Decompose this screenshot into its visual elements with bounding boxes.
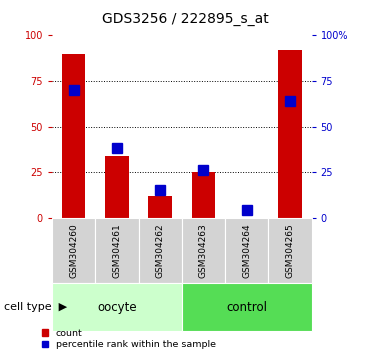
- Bar: [148, 196, 172, 218]
- Text: control: control: [226, 301, 267, 314]
- Text: GSM304262: GSM304262: [156, 223, 165, 278]
- Text: GSM304265: GSM304265: [286, 223, 295, 278]
- Text: GSM304264: GSM304264: [242, 223, 251, 278]
- Text: cell type  ▶: cell type ▶: [4, 302, 67, 312]
- Bar: [191, 172, 215, 218]
- Text: GSM304261: GSM304261: [112, 223, 121, 278]
- Legend: count, percentile rank within the sample: count, percentile rank within the sample: [42, 329, 216, 349]
- Text: oocyte: oocyte: [97, 301, 137, 314]
- Text: GSM304263: GSM304263: [199, 223, 208, 278]
- Bar: [62, 53, 85, 218]
- Text: GSM304260: GSM304260: [69, 223, 78, 278]
- Bar: [278, 50, 302, 218]
- Bar: [105, 156, 129, 218]
- Text: GDS3256 / 222895_s_at: GDS3256 / 222895_s_at: [102, 12, 269, 27]
